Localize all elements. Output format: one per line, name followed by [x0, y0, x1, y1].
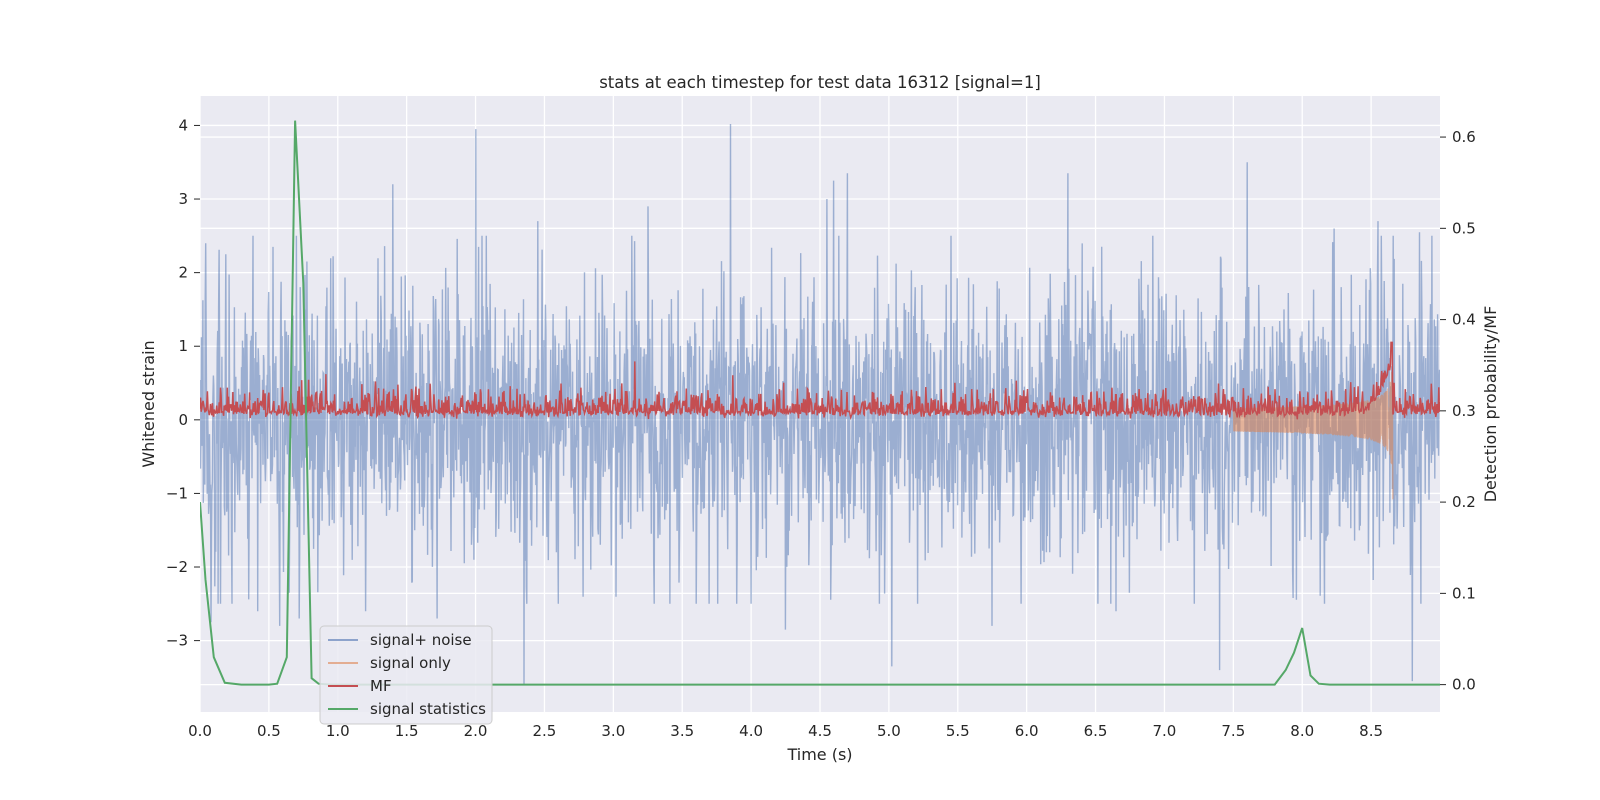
x-tick-label: 1.5	[395, 722, 419, 740]
x-tick-label: 7.5	[1221, 722, 1245, 740]
x-tick-label: 8.0	[1290, 722, 1314, 740]
x-tick-label: 2.5	[533, 722, 557, 740]
legend-label: MF	[370, 677, 392, 695]
y2-tick-label: 0.3	[1452, 402, 1476, 420]
series-signal-statistics	[200, 120, 1440, 686]
y-tick-label: 2	[178, 264, 188, 282]
legend: signal+ noise signal only MF signal statist…	[319, 625, 493, 725]
chart-title: stats at each timestep for test data 163…	[599, 73, 1041, 92]
x-tick-label: 4.0	[739, 722, 763, 740]
series-mf	[200, 341, 1440, 421]
x-tick-label: 6.0	[1015, 722, 1039, 740]
y-axis-label: Whitened strain	[139, 340, 158, 467]
y2-axis-label: Detection probability/MF	[1481, 306, 1500, 503]
y2-tick-label: 0.2	[1452, 493, 1476, 511]
x-axis-label: Time (s)	[786, 745, 852, 764]
y-tick-label: 3	[178, 190, 188, 208]
y-axis-left: 4 3 2 1 0 −1 −2 −3	[166, 116, 200, 650]
x-tick-label: 3.0	[601, 722, 625, 740]
y-tick-label: −3	[166, 632, 188, 650]
x-tick-label: 4.5	[808, 722, 832, 740]
y-axis-right: 0.6 0.5 0.4 0.3 0.2 0.1 0.0	[1440, 128, 1476, 694]
x-tick-label: 8.5	[1359, 722, 1383, 740]
y-tick-label: −1	[166, 484, 188, 502]
y2-tick-label: 0.5	[1452, 219, 1476, 237]
y-tick-label: 1	[178, 337, 188, 355]
y2-tick-label: 0.0	[1452, 676, 1476, 694]
x-tick-label: 0.5	[257, 722, 281, 740]
y-tick-label: −2	[166, 558, 188, 576]
y-tick-label: 0	[178, 411, 188, 429]
x-tick-label: 6.5	[1084, 722, 1108, 740]
series-layer	[200, 120, 1440, 686]
x-tick-label: 5.5	[946, 722, 970, 740]
legend-label: signal+ noise	[370, 631, 472, 649]
y-tick-label: 4	[178, 116, 188, 134]
x-tick-label: 2.0	[464, 722, 488, 740]
y2-tick-label: 0.4	[1452, 311, 1476, 329]
legend-box	[319, 625, 493, 725]
x-tick-label: 1.0	[326, 722, 350, 740]
grid	[199, 96, 1440, 712]
x-tick-label: 3.5	[670, 722, 694, 740]
x-axis: 0.0 0.5 1.0 1.5 2.0 2.5 3.0 3.5 4.0 4.5 5.0 5.5 6.0 6…	[188, 722, 1383, 740]
x-tick-label: 7.0	[1153, 722, 1177, 740]
y2-tick-label: 0.6	[1452, 128, 1476, 146]
x-tick-label: 0.0	[188, 722, 212, 740]
y2-tick-label: 0.1	[1452, 584, 1476, 602]
legend-label: signal only	[370, 654, 451, 672]
legend-label: signal statistics	[370, 700, 486, 718]
x-tick-label: 5.0	[877, 722, 901, 740]
